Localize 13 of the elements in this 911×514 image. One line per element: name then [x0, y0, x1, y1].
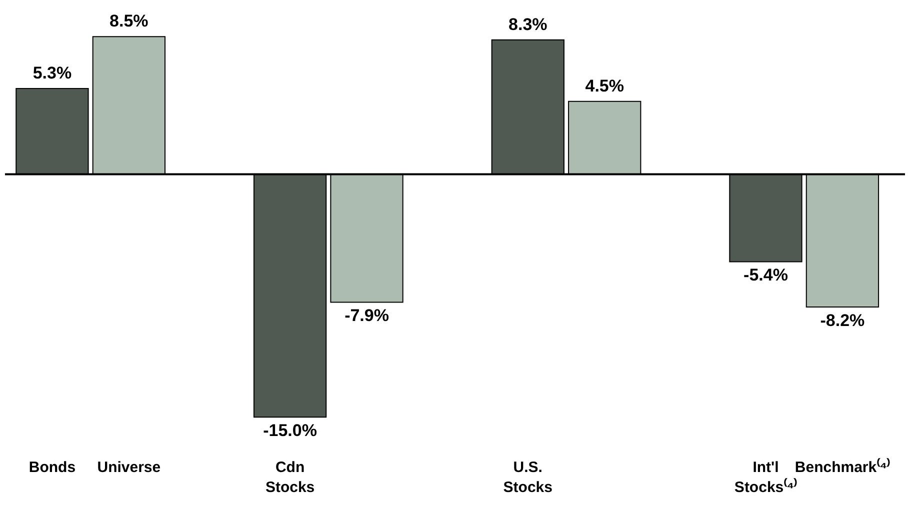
- x-tick-label: Benchmark⁽⁴⁾: [794, 458, 890, 476]
- data-label: 5.3%: [32, 63, 72, 82]
- x-tick-label: U.S. Stocks: [503, 459, 552, 496]
- data-label: 8.3%: [508, 14, 548, 34]
- data-label: -5.4%: [744, 266, 788, 285]
- data-label: 8.5%: [110, 12, 148, 31]
- data-label: -15.0%: [263, 421, 317, 440]
- x-tick-label: Cdn Stocks: [265, 459, 315, 496]
- data-label: -7.9%: [344, 306, 389, 326]
- data-label: -8.2%: [820, 311, 865, 330]
- x-tick-label: Bonds: [28, 459, 76, 476]
- x-tick-label: Universe: [97, 459, 161, 476]
- data-label: 4.5%: [585, 76, 624, 96]
